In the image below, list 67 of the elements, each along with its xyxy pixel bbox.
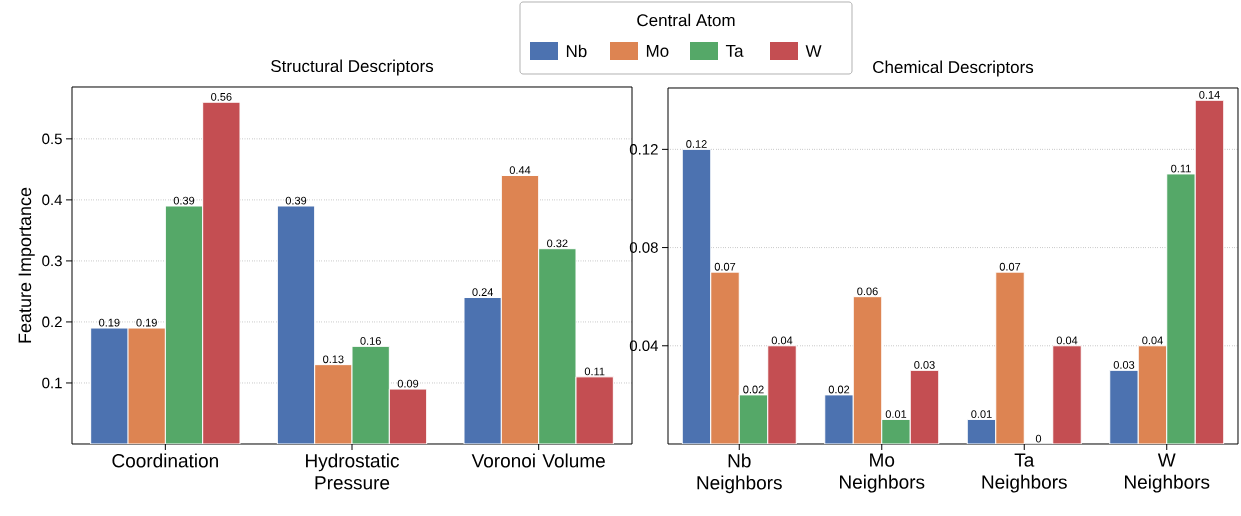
data-label: 0.04: [771, 336, 793, 345]
bar: [538, 248, 577, 444]
data-label: 0.02: [743, 385, 764, 394]
data-label: 0.01: [971, 410, 992, 418]
data-label: 0.11: [1171, 164, 1191, 173]
x-tick-label: Voronoi Volume: [471, 453, 605, 468]
y-tick-label: 0.3: [42, 255, 62, 267]
data-label: 0.02: [828, 385, 850, 394]
data-label: 0.12: [686, 140, 707, 148]
y-tick-label: 0.4: [42, 194, 63, 206]
data-label: 0.04: [1142, 336, 1163, 345]
data-label: 0.03: [914, 361, 935, 369]
data-label: 0.19: [136, 318, 157, 327]
bar: [127, 327, 166, 444]
data-label: 0.14: [1199, 90, 1220, 99]
y-tick-label: 0.12: [629, 144, 658, 155]
data-label: 0.06: [857, 287, 878, 296]
x-tick-label: W Neighbors: [1125, 453, 1210, 493]
y-tick-label: 0.2: [42, 316, 62, 328]
legend-label: Ta: [725, 45, 744, 57]
data-label: 0.44: [509, 166, 531, 174]
x-tick-label: Hydrostatic Pressure: [306, 453, 400, 490]
data-label: 0.24: [472, 288, 494, 297]
bar: [314, 364, 353, 444]
bar: [710, 271, 740, 444]
data-label: 0.07: [999, 262, 1021, 271]
data-label: 0: [1035, 434, 1042, 443]
bar: [164, 205, 204, 444]
bar: [881, 418, 911, 444]
chart-title: Structural Descriptors: [271, 59, 434, 76]
data-label: 0.09: [397, 379, 419, 388]
bar: [276, 205, 316, 444]
bar: [351, 345, 390, 444]
x-tick-label: Mo Neighbors: [840, 453, 925, 493]
y-axis-title: Feature Importance: [18, 187, 35, 343]
data-label: 0.16: [360, 337, 381, 345]
bar: [995, 271, 1025, 444]
data-label: 0.01: [885, 410, 907, 418]
bar: [500, 174, 540, 444]
data-label: 0.39: [285, 196, 307, 205]
y-tick-label: 0.5: [42, 133, 62, 145]
y-tick-label: 0.1: [42, 377, 62, 389]
x-tick-label: Ta Neighbors: [982, 453, 1067, 493]
data-label: 0.32: [547, 239, 568, 248]
bar: [463, 297, 502, 444]
bar: [738, 394, 769, 444]
y-tick-label: 0.08: [629, 242, 658, 253]
data-label: 0.11: [584, 367, 605, 376]
data-label: 0.07: [714, 262, 736, 271]
data-label: 0.19: [99, 318, 120, 327]
bar: [1166, 173, 1196, 444]
bar: [852, 296, 883, 444]
x-tick-label: Coordination: [112, 453, 218, 468]
data-label: 0.56: [211, 92, 232, 101]
data-label: 0.39: [173, 196, 195, 205]
legend-label: W: [805, 45, 822, 57]
data-label: 0.03: [1113, 361, 1135, 369]
bar: [1137, 345, 1168, 444]
data-label: 0.04: [1056, 336, 1078, 345]
legend-label: Mo: [646, 45, 669, 57]
legend-label: Nb: [566, 44, 587, 58]
legend-title: Central Atom: [637, 13, 735, 27]
y-tick-label: 0.04: [629, 340, 659, 352]
chart-title: Chemical Descriptors: [873, 60, 1034, 77]
x-tick-label: Nb Neighbors: [697, 453, 782, 494]
data-label: 0.13: [323, 355, 344, 364]
bar: [90, 327, 129, 444]
